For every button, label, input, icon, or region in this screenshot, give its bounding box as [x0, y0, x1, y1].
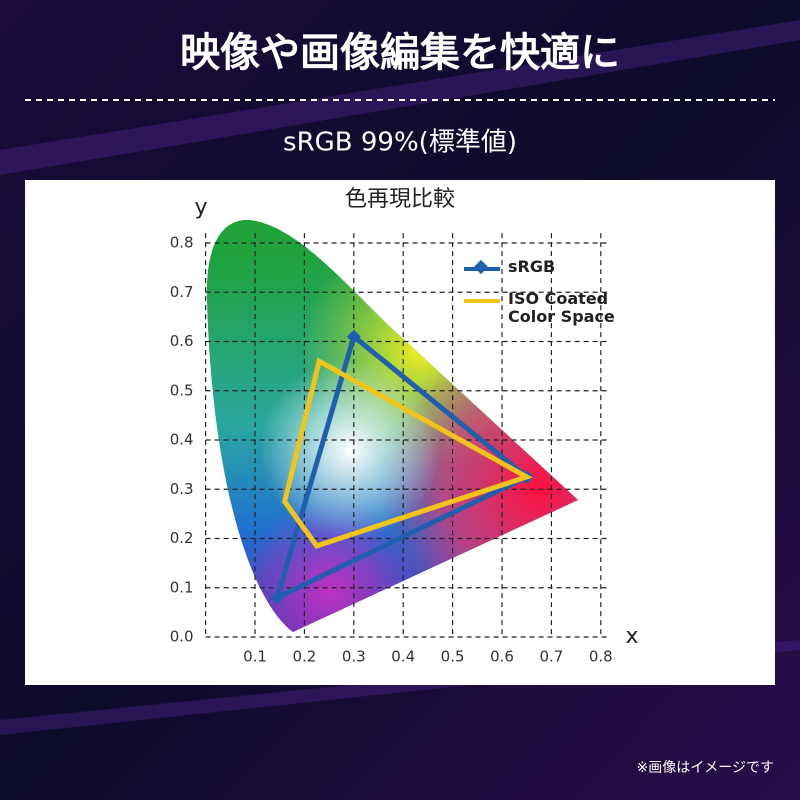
y-tick-label: 0.3 [170, 480, 194, 498]
point-marker [270, 590, 285, 605]
legend-entry: ISO Coated Color Space [464, 290, 624, 326]
page-title: 映像や画像編集を快適に [180, 30, 620, 76]
legend-marker [473, 259, 489, 275]
x-tick-label: 0.6 [490, 648, 514, 666]
footnote: ※画像はイメージです [636, 760, 774, 776]
x-tick-label: 0.2 [292, 648, 316, 666]
y-tick-label: 0.0 [170, 628, 194, 646]
legend: sRGB ISO Coated Color Space [464, 258, 624, 340]
legend-label: sRGB [508, 257, 556, 276]
x-tick-label: 0.7 [539, 648, 563, 666]
x-tick-label: 0.8 [589, 648, 613, 666]
y-tick-label: 0.7 [170, 283, 194, 301]
y-tick-label: 0.2 [170, 529, 194, 547]
x-tick-label: 0.3 [342, 648, 366, 666]
x-tick-label: 0.5 [441, 648, 465, 666]
y-tick-label: 0.5 [170, 381, 194, 399]
y-tick-label: 0.6 [170, 332, 194, 350]
subtitle: sRGB 99%(標準値) [283, 128, 517, 158]
x-tick-label: 0.4 [391, 648, 415, 666]
point-marker [346, 329, 361, 344]
y-axis-label: y [194, 195, 207, 220]
x-tick-label: 0.1 [243, 648, 267, 666]
legend-swatch [464, 259, 500, 275]
y-tick-label: 0.4 [170, 431, 194, 449]
y-tick-label: 0.8 [170, 234, 194, 252]
series-polygon [281, 357, 533, 549]
x-axis-label: x [625, 624, 638, 649]
chart-title: 色再現比較 [345, 187, 455, 212]
y-tick-label: 0.1 [170, 578, 194, 596]
legend-swatch [464, 299, 500, 303]
legend-entry: sRGB [464, 258, 624, 276]
series-polygon [273, 332, 532, 603]
legend-label: ISO Coated Color Space [508, 289, 615, 326]
